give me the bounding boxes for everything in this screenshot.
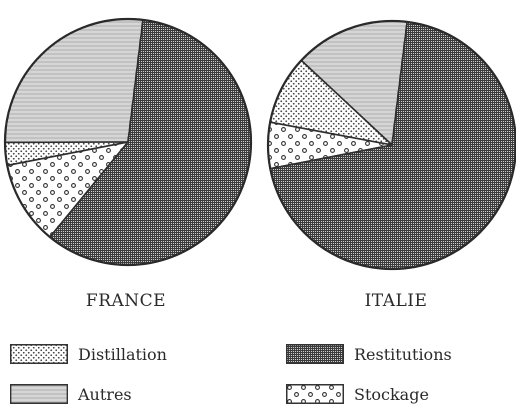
legend-label-stockage: Stockage — [354, 384, 429, 404]
pie-slice-france-autres — [4, 18, 144, 144]
legend-label-distillation: Distillation — [78, 344, 167, 364]
legend-swatch-autres — [10, 384, 68, 404]
pie-title-italie: ITALIE — [364, 291, 428, 311]
legend-item-restitutions: Restitutions — [286, 343, 452, 365]
pie-france — [3, 17, 253, 267]
pie-outline-france — [3, 17, 253, 267]
pie-outline-italie — [266, 19, 516, 271]
legend-swatch-distillation — [10, 344, 68, 364]
legend-swatch-restitutions — [286, 344, 344, 364]
legend-swatch-stockage — [286, 384, 344, 404]
legend-item-stockage: Stockage — [286, 383, 429, 405]
legend-label-autres: Autres — [78, 384, 132, 404]
legend-label-restitutions: Restitutions — [354, 344, 452, 364]
legend-item-distillation: Distillation — [10, 343, 167, 365]
legend-item-autres: Autres — [10, 383, 132, 405]
pie-title-france: FRANCE — [85, 291, 167, 311]
pie-italie — [266, 19, 516, 271]
